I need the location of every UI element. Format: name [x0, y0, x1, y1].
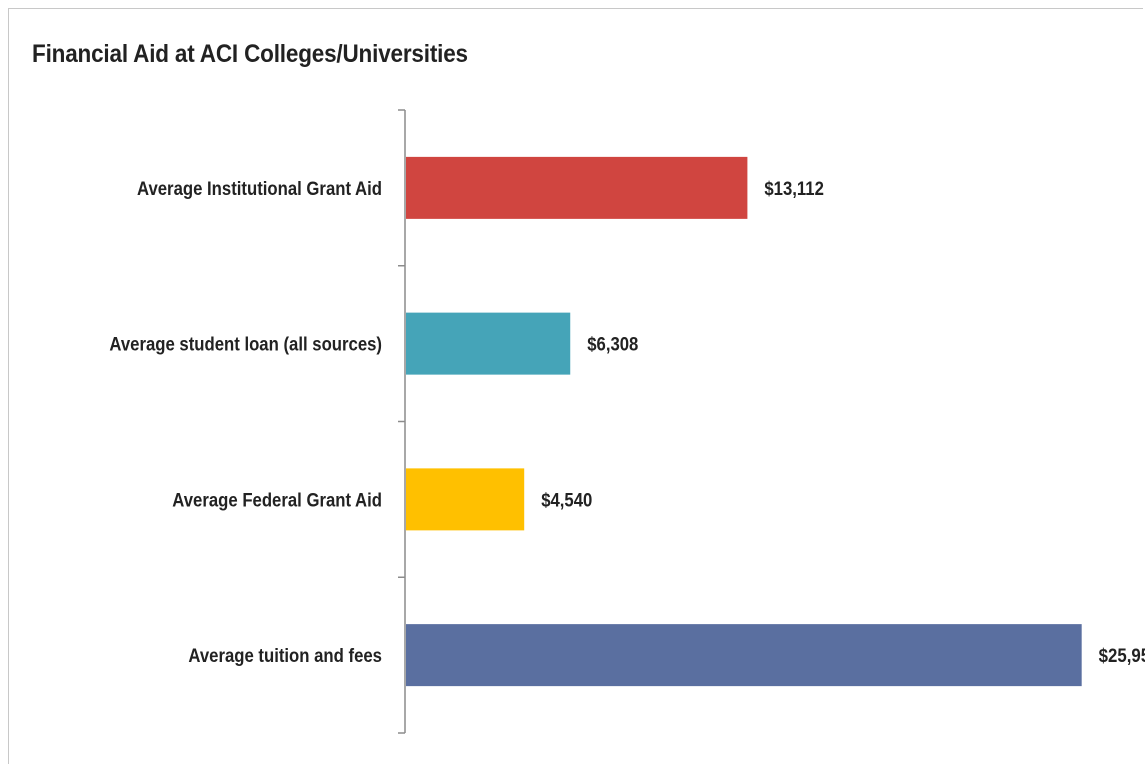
- category-axis: [398, 109, 406, 734]
- bar: [406, 468, 525, 531]
- bars: [406, 156, 1082, 687]
- data-label: $4,540: [541, 490, 592, 511]
- data-label: $25,951: [1099, 646, 1145, 667]
- data-label: $6,308: [587, 335, 638, 356]
- category-label: Average Federal Grant Aid: [172, 490, 382, 511]
- labels: Average Institutional Grant Aid $13,112 Av…: [109, 179, 1145, 667]
- bar: [406, 312, 571, 375]
- data-label: $13,112: [764, 179, 824, 200]
- category-label: Average student loan (all sources): [109, 335, 382, 356]
- chart-title: Financial Aid at ACI Colleges/Universiti…: [32, 40, 468, 68]
- bar: [406, 624, 1082, 687]
- bar: [406, 156, 748, 219]
- category-label: Average Institutional Grant Aid: [137, 179, 382, 200]
- category-label: Average tuition and fees: [188, 646, 382, 667]
